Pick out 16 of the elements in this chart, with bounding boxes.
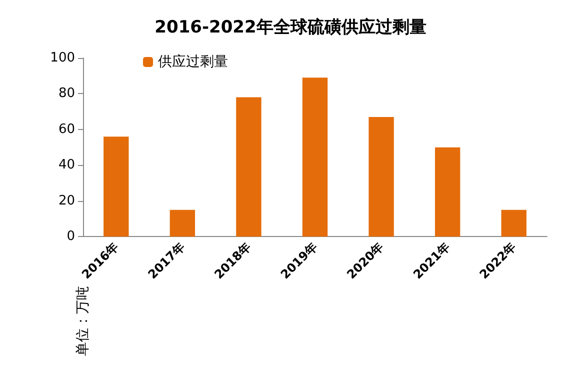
y-tick-label: 0 xyxy=(66,229,75,244)
y-axis-title: 单位：万吨 xyxy=(75,286,91,356)
bar xyxy=(236,97,262,237)
bar xyxy=(434,147,460,237)
y-tick-label: 20 xyxy=(58,193,75,208)
bar xyxy=(104,136,129,237)
bar xyxy=(170,210,196,237)
y-tick-label: 100 xyxy=(50,50,75,66)
y-tick-label: 40 xyxy=(58,158,75,173)
legend-label: 供应过剩量 xyxy=(158,54,228,70)
y-tick-label: 60 xyxy=(58,122,75,137)
bar xyxy=(501,210,526,237)
chart-title: 2016-2022年全球硫磺供应过剩量 xyxy=(154,18,426,38)
bar xyxy=(302,78,328,237)
bar xyxy=(368,116,394,237)
y-tick-label: 80 xyxy=(58,86,75,102)
